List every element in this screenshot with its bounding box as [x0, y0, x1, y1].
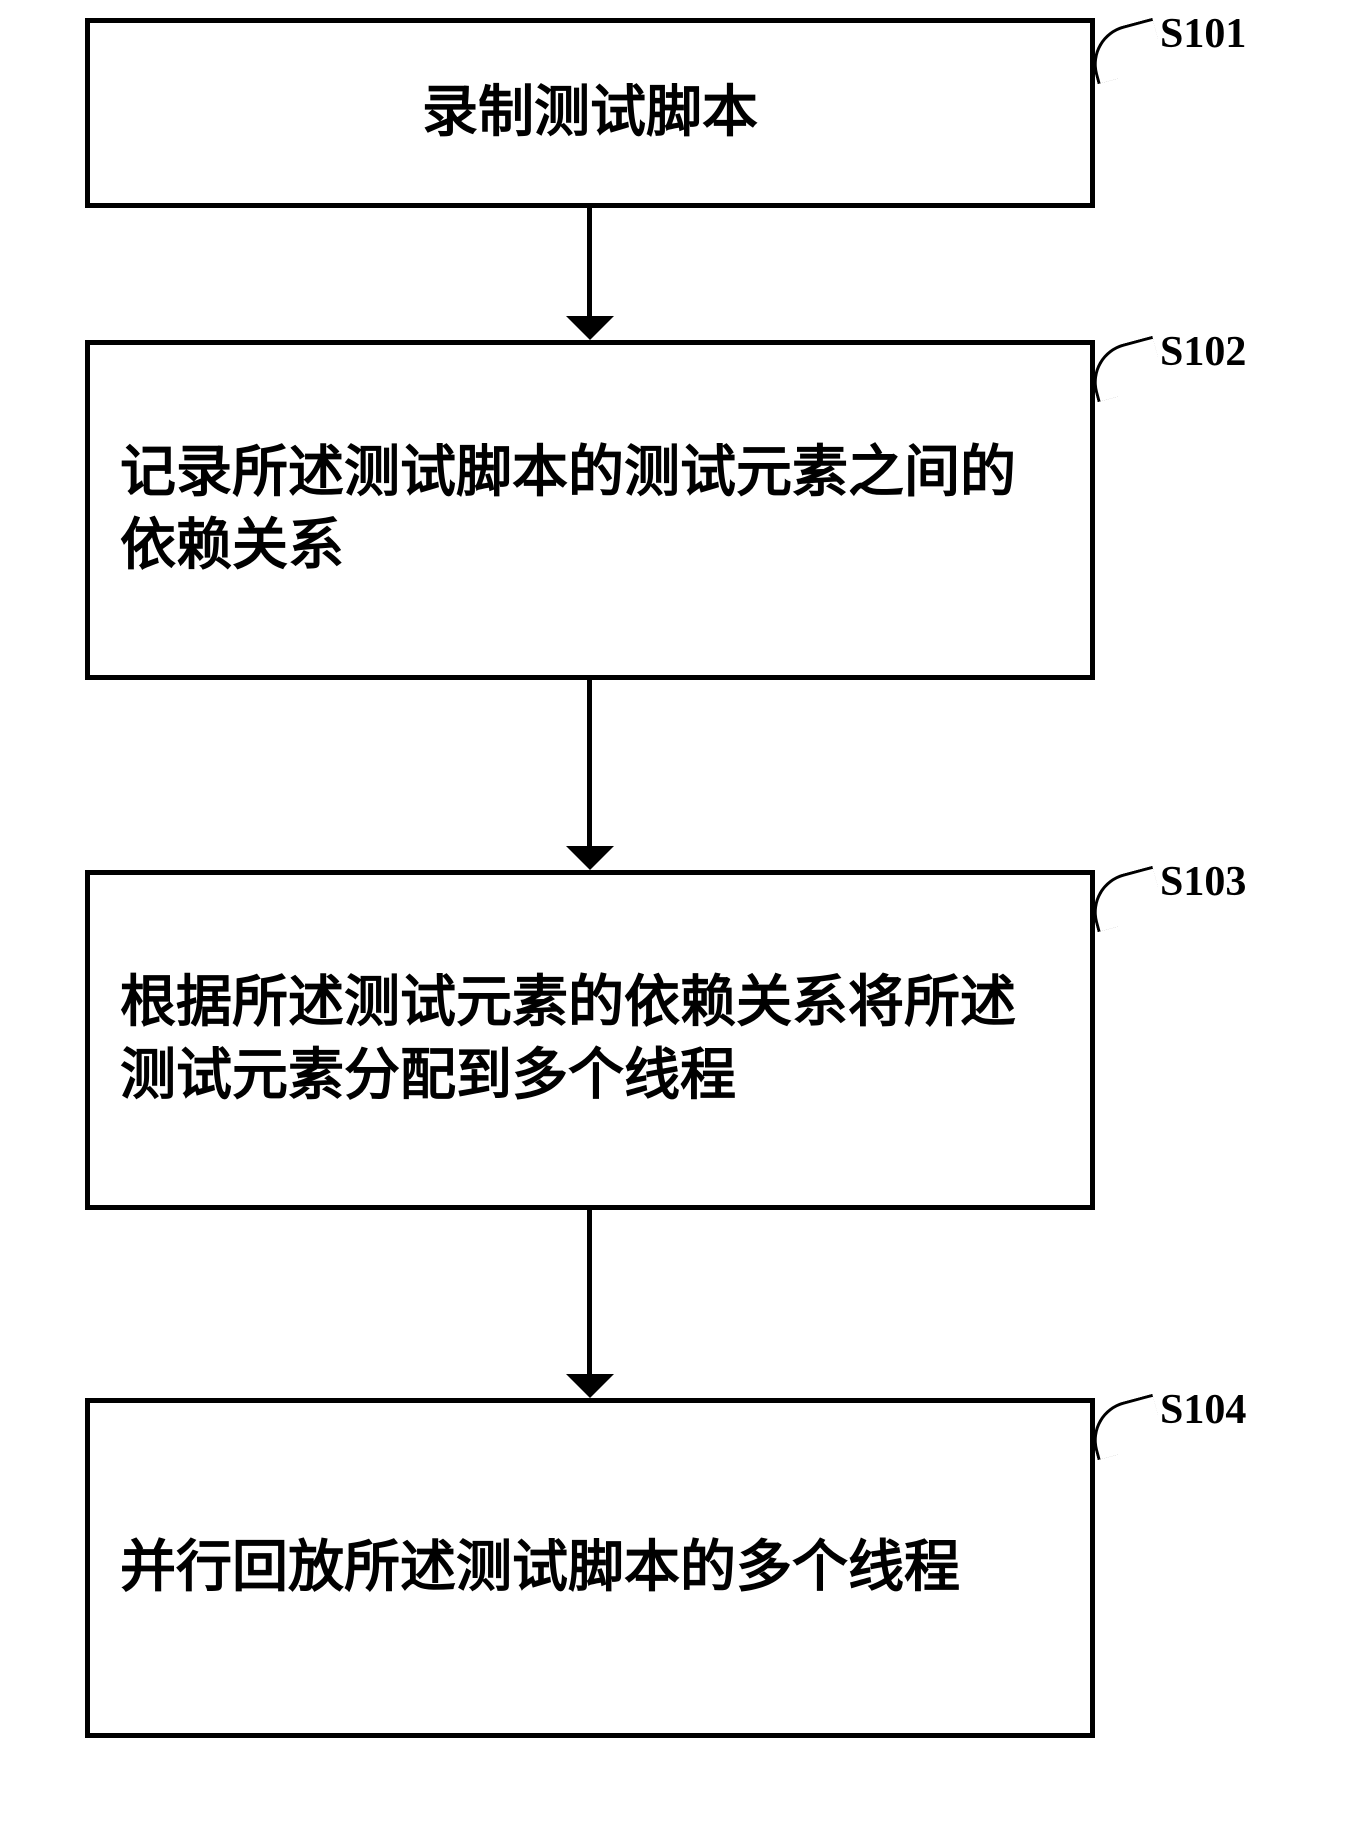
arrow-head-icon — [566, 846, 614, 870]
arrow-head-icon — [566, 316, 614, 340]
flowchart-node-s102: 记录所述测试脚本的测试元素之间的依赖关系 — [85, 340, 1095, 680]
connector-tick-s101 — [1085, 18, 1166, 84]
node-text: 录制测试脚本 — [120, 77, 1060, 150]
flowchart-node-s104: 并行回放所述测试脚本的多个线程 — [85, 1398, 1095, 1738]
flowchart-node-s103: 根据所述测试元素的依赖关系将所述测试元素分配到多个线程 — [85, 870, 1095, 1210]
arrow-line-0 — [587, 208, 592, 316]
node-label-s104: S104 — [1160, 1386, 1246, 1434]
node-label-s102: S102 — [1160, 328, 1246, 376]
node-text: 并行回放所述测试脚本的多个线程 — [120, 1532, 960, 1605]
connector-tick-s102 — [1085, 336, 1166, 402]
arrow-line-1 — [587, 680, 592, 846]
flowchart-node-s101: 录制测试脚本 — [85, 18, 1095, 208]
connector-tick-s104 — [1085, 1394, 1166, 1460]
arrow-line-2 — [587, 1210, 592, 1374]
node-text: 根据所述测试元素的依赖关系将所述测试元素分配到多个线程 — [120, 967, 1060, 1113]
node-text: 记录所述测试脚本的测试元素之间的依赖关系 — [120, 437, 1060, 583]
connector-tick-s103 — [1085, 866, 1166, 932]
node-label-s101: S101 — [1160, 10, 1246, 58]
arrow-head-icon — [566, 1374, 614, 1398]
node-label-s103: S103 — [1160, 858, 1246, 906]
